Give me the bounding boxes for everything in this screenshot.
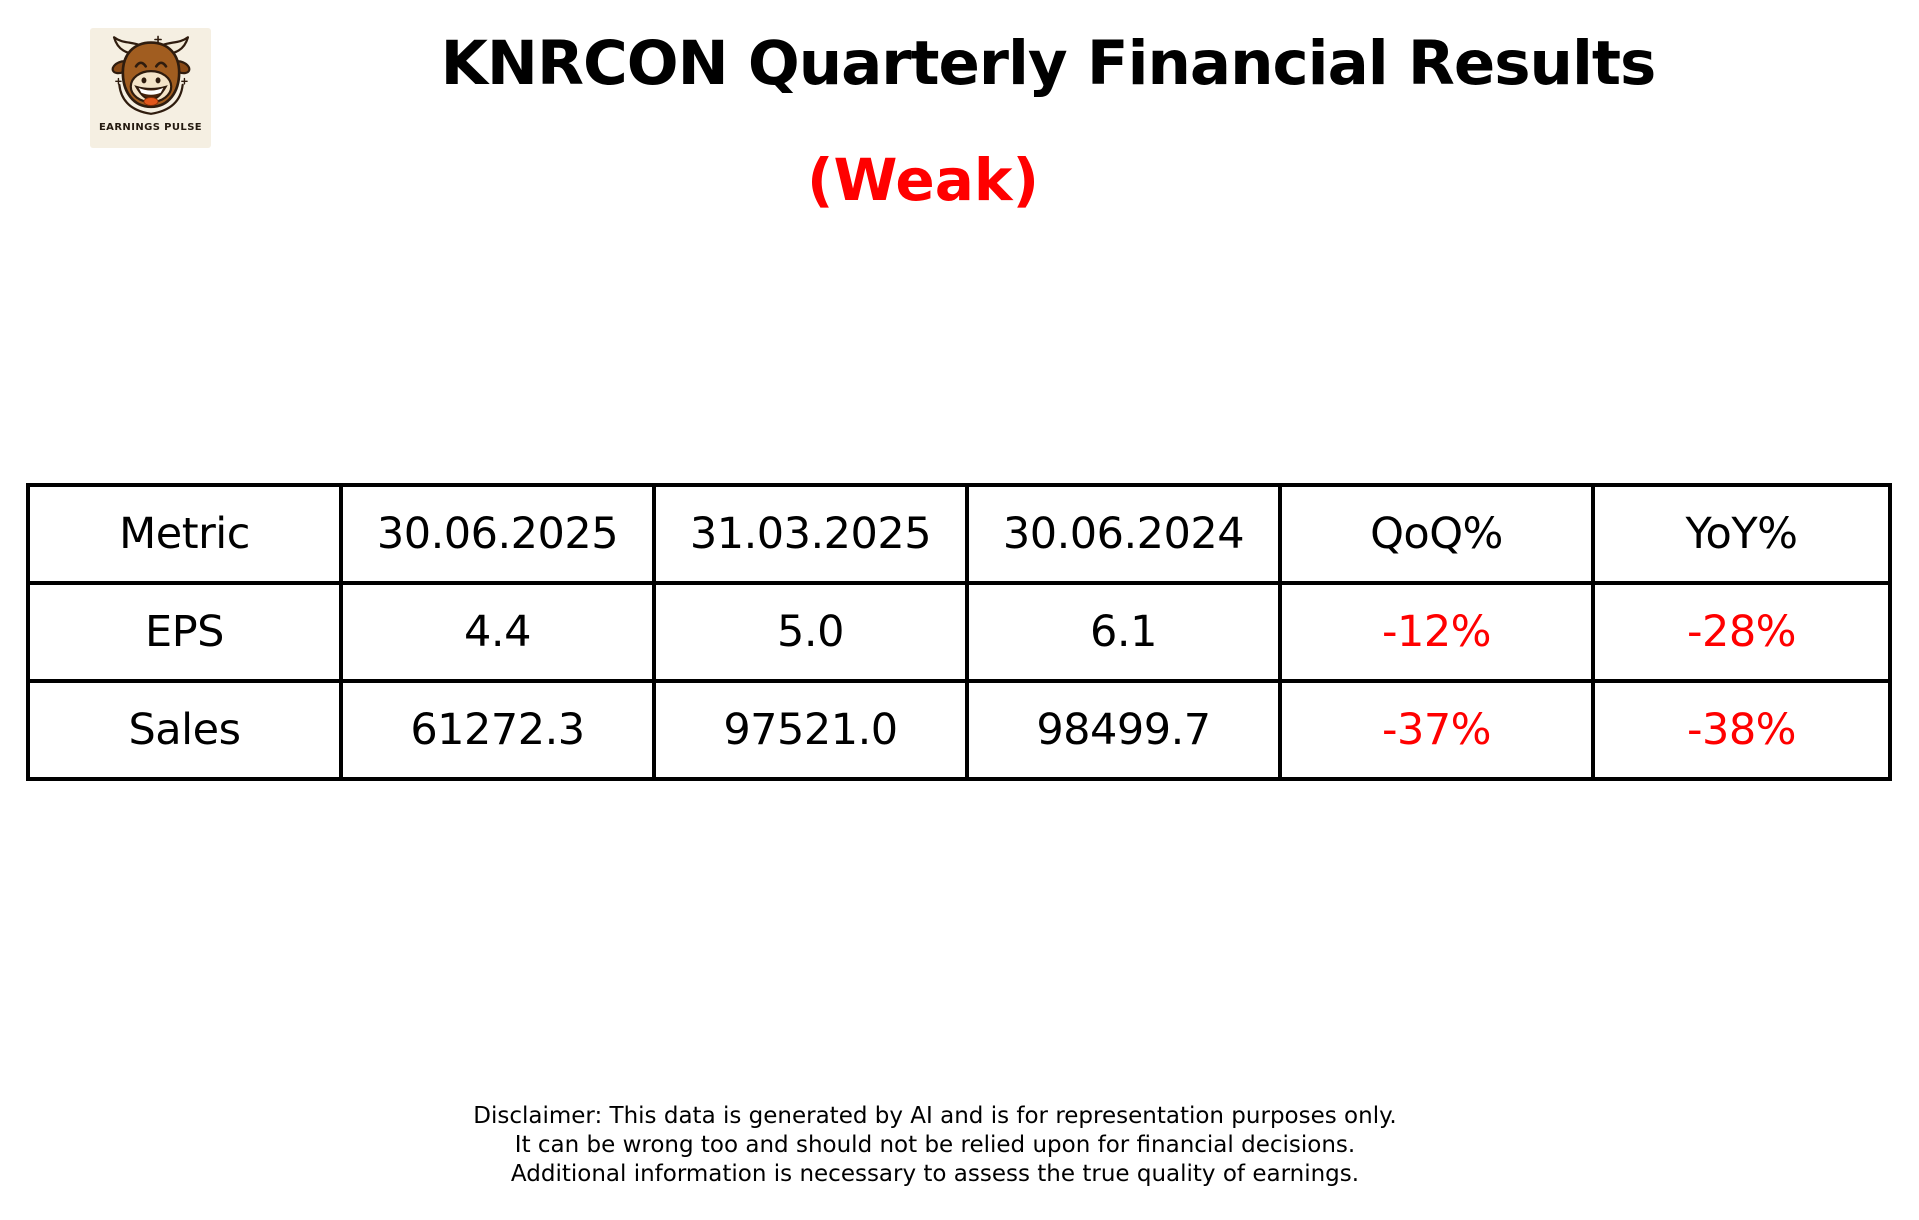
logo-wordmark: EARNINGS PULSE xyxy=(98,122,203,133)
value-cell: 6.1 xyxy=(965,581,1282,683)
disclaimer-line: Disclaimer: This data is generated by AI… xyxy=(473,1103,1397,1129)
earnings-pulse-logo: EARNINGS PULSE xyxy=(90,28,211,148)
yoy-change-cell: -28% xyxy=(1591,581,1892,683)
header-cell-q2-date: 31.03.2025 xyxy=(652,483,969,585)
table-row-eps: EPS 4.4 5.0 6.1 -12% -28% xyxy=(26,581,1892,683)
results-table: Metric 30.06.2025 31.03.2025 30.06.2024 … xyxy=(26,483,1892,781)
header-cell-metric: Metric xyxy=(26,483,343,585)
page-title: KNRCON Quarterly Financial Results xyxy=(440,28,1657,99)
value-cell: 61272.3 xyxy=(339,679,656,781)
header-cell-q1-date: 30.06.2025 xyxy=(339,483,656,585)
disclaimer-line: Additional information is necessary to a… xyxy=(510,1161,1360,1187)
metric-name-cell: EPS xyxy=(26,581,343,683)
header-cell-yoy: YoY% xyxy=(1591,483,1892,585)
disclaimer-line: It can be wrong too and should not be re… xyxy=(514,1132,1356,1158)
disclaimer: Disclaimer: This data is generated by AI… xyxy=(473,1102,1396,1189)
yoy-change-cell: -38% xyxy=(1591,679,1892,781)
qoq-change-cell: -12% xyxy=(1278,581,1595,683)
qoq-change-cell: -37% xyxy=(1278,679,1595,781)
value-cell: 4.4 xyxy=(339,581,656,683)
verdict-label: (Weak) xyxy=(807,146,1039,214)
value-cell: 98499.7 xyxy=(965,679,1282,781)
value-cell: 97521.0 xyxy=(652,679,969,781)
table-row-sales: Sales 61272.3 97521.0 98499.7 -37% -38% xyxy=(26,679,1892,781)
metric-name-cell: Sales xyxy=(26,679,343,781)
value-cell: 5.0 xyxy=(652,581,969,683)
header-cell-qoq: QoQ% xyxy=(1278,483,1595,585)
bull-icon xyxy=(111,35,190,115)
table-header-row: Metric 30.06.2025 31.03.2025 30.06.2024 … xyxy=(26,483,1892,585)
header-cell-q3-date: 30.06.2024 xyxy=(965,483,1282,585)
